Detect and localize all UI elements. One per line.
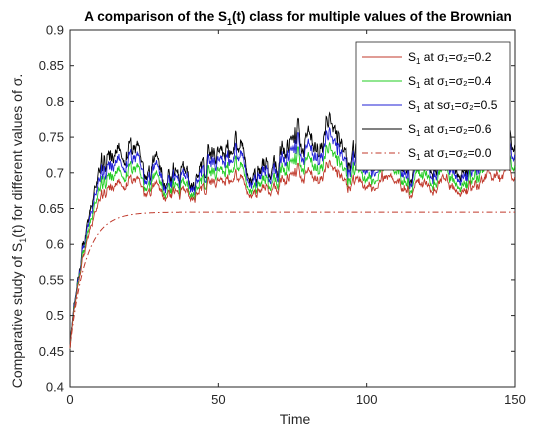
x-tick: 50 [211,30,226,407]
legend-entry: S1 at sσ₁=σ₂=0.5 [362,98,498,114]
y-tick-label: 0.8 [46,94,64,109]
y-tick-label: 0.7 [46,165,64,180]
y-tick: 0.75 [39,130,515,145]
x-axis-ticks: 0 50 100 150 [66,30,526,407]
x-axis-label: Time [280,411,311,427]
legend-label: S1 at σ₁=σ₂=0.4 [408,74,492,90]
y-tick-label: 0.55 [39,272,64,287]
y-axis-label: Comparative study of S1(t) for different… [9,74,28,389]
y-tick: 0.45 [39,344,515,359]
legend-box [355,41,511,171]
y-tick: 0.8 [46,94,515,109]
y-tick: 0.65 [39,201,515,216]
x-tick: 150 [504,30,526,407]
legend-entry: S1 at σ₁=σ₂=0.6 [362,122,492,138]
y-tick-label: 0.4 [46,380,64,395]
series-line [69,141,516,349]
y-tick-label: 0.9 [46,23,64,38]
legend-label: S1 at σ₁=σ₂=0.2 [408,50,492,66]
y-tick: 0.5 [46,308,515,323]
y-tick: 0.55 [39,272,515,287]
series-line [69,159,516,349]
x-tick: 0 [66,30,74,407]
legend-label: S1 at σ₁=σ₂=0.6 [408,122,492,138]
y-axis-ticks: 0.4 0.45 0.5 0.55 0.6 0.65 0.7 0.75 0.8 0.85 0.9 [39,23,515,395]
chart-title: A comparison of the S1(t) class for mult… [84,9,512,27]
x-tick-label: 50 [211,392,225,407]
legend: S1 at σ₁=σ₂=0.2 S1 at σ₁=σ₂=0.4 S1 at sσ₁=… [355,41,511,171]
y-tick-label: 0.75 [39,130,64,145]
y-tick-label: 0.6 [46,237,64,252]
y-tick-label: 0.5 [46,308,64,323]
y-tick-label: 0.85 [39,58,64,73]
y-tick: 0.7 [46,165,515,180]
y-tick: 0.9 [46,23,515,38]
legend-entry: S1 at σ₁=σ₂=0.4 [362,74,492,90]
y-tick: 0.85 [39,58,515,73]
x-tick-label: 150 [504,392,526,407]
x-tick-label: 100 [356,392,378,407]
legend-label: S1 at σ₁=σ₂=0.0 [408,146,492,162]
legend-entry: S1 at σ₁=σ₂=0.2 [362,50,492,66]
x-tick: 100 [356,30,378,407]
legend-entry: S1 at σ₁=σ₂=0.0 [362,146,492,162]
legend-label: S1 at sσ₁=σ₂=0.5 [408,98,498,114]
y-tick-label: 0.65 [39,201,64,216]
y-tick: 0.4 [46,380,515,395]
x-tick-label: 0 [66,392,73,407]
y-tick-label: 0.45 [39,344,64,359]
y-tick: 0.6 [46,237,515,252]
